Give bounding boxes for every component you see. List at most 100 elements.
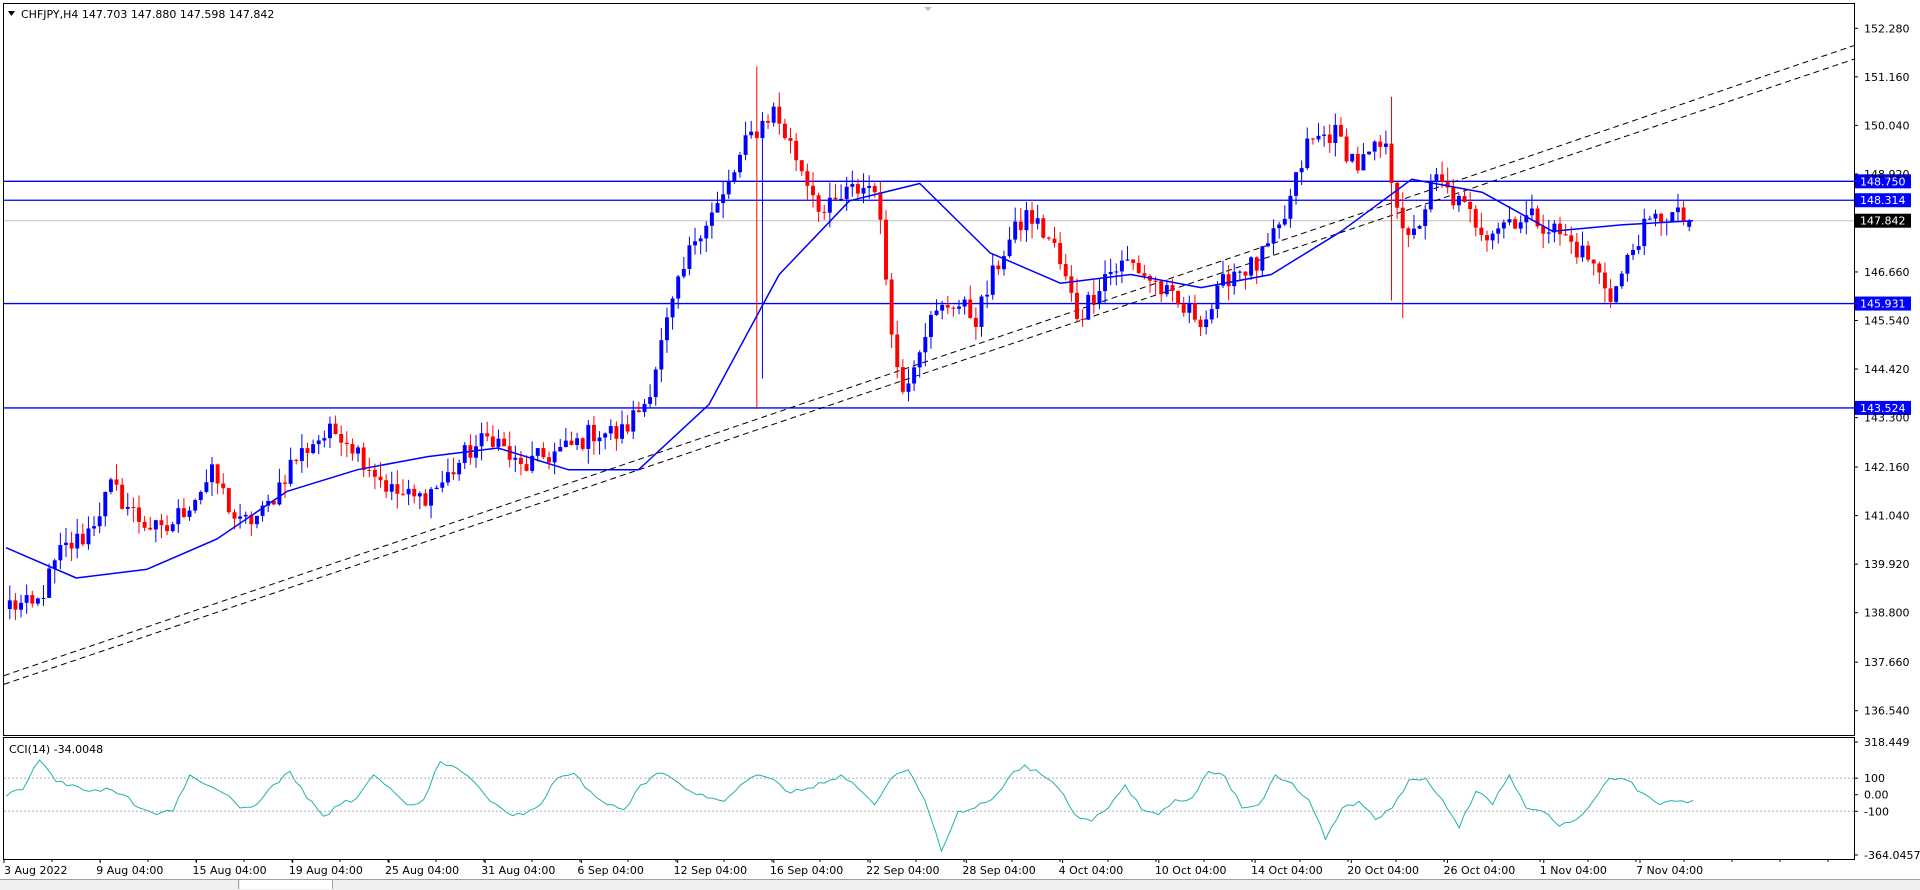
candle-body: [518, 457, 523, 465]
candle-body: [827, 197, 832, 213]
candle-body: [990, 265, 995, 295]
candle-body: [547, 457, 551, 463]
x-axis-tick-label: 31 Aug 04:00: [481, 864, 555, 877]
candle-body: [653, 369, 658, 398]
candle-body: [187, 510, 192, 517]
candle-body: [1170, 285, 1175, 291]
y-axis-tick-label: 144.420: [1864, 363, 1910, 376]
candle-body: [1406, 228, 1411, 235]
candle-body: [412, 488, 417, 497]
candle-body: [1277, 224, 1282, 229]
x-axis-tick-label: 22 Sep 04:00: [866, 864, 939, 877]
candle-body: [299, 448, 304, 462]
x-axis-tick-label: 6 Sep 04:00: [577, 864, 643, 877]
candle-body: [1187, 303, 1192, 313]
candle-body: [232, 512, 237, 519]
candle-body: [1024, 210, 1029, 231]
candle-body: [1602, 272, 1607, 289]
x-axis-tick-label: 7 Nov 04:00: [1636, 864, 1703, 877]
candle-body: [339, 434, 344, 443]
candle-body: [1322, 134, 1327, 136]
chart-tab[interactable]: [240, 880, 333, 889]
candle-body: [1614, 286, 1619, 302]
candle-body: [165, 525, 170, 532]
candle-body: [198, 491, 203, 501]
candle-body: [137, 507, 141, 522]
cci-axis-tick-label: 0.00: [1864, 789, 1889, 802]
candle-body: [698, 238, 703, 242]
candle-body: [1091, 294, 1096, 303]
candle-body: [760, 120, 765, 139]
candle-body: [13, 600, 18, 610]
candle-body: [1058, 242, 1063, 265]
candle-body: [457, 462, 462, 475]
chart-tab[interactable]: [0, 880, 239, 889]
candle-body: [738, 154, 742, 173]
candle-body: [1237, 271, 1242, 273]
x-axis-tick-label: 28 Sep 04:00: [962, 864, 1035, 877]
candle-body: [513, 457, 518, 460]
candle-body: [1569, 235, 1574, 242]
candle-body: [749, 131, 754, 136]
candle-body: [917, 352, 922, 368]
candle-body: [1372, 141, 1377, 152]
chart-tabs-bar: [0, 879, 1920, 890]
candle-body: [709, 212, 714, 226]
candle-body: [7, 600, 12, 610]
y-axis-tick-label: 142.160: [1864, 461, 1910, 474]
candle-body: [170, 524, 175, 532]
cci-indicator-label: CCI(14) -34.0048: [9, 743, 103, 756]
candle-body: [850, 184, 855, 187]
candle-body: [1653, 213, 1658, 219]
current-price-label-bg: [1855, 213, 1911, 228]
candle-body: [1501, 222, 1506, 229]
collapse-triangle-icon[interactable]: [8, 11, 15, 16]
candle-body: [322, 438, 327, 441]
trendline-dashed[interactable]: [3, 58, 1855, 685]
candle-body: [906, 383, 911, 392]
candle-body: [878, 192, 883, 220]
candle-body: [423, 493, 428, 506]
candle-body: [1400, 207, 1405, 229]
candle-body: [1153, 280, 1158, 282]
candle-body: [524, 464, 529, 471]
candle-body: [1675, 207, 1680, 213]
trendline-dashed[interactable]: [3, 45, 1855, 677]
y-axis-tick-label: 136.540: [1864, 705, 1910, 718]
candle-body: [782, 123, 787, 139]
candle-body: [1524, 215, 1529, 223]
x-axis-tick-label: 1 Nov 04:00: [1540, 864, 1607, 877]
candle-body: [833, 197, 838, 200]
candle-body: [1496, 228, 1501, 234]
level-price-label: 148.314: [1860, 194, 1906, 207]
candle-body: [1069, 276, 1074, 293]
candle-body: [108, 479, 113, 492]
chart-shift-marker-icon[interactable]: [924, 7, 932, 11]
candle-body: [957, 306, 961, 309]
cci-axis-tick-label: 318.449: [1864, 736, 1910, 749]
candle-body: [316, 440, 321, 445]
candle-body: [1625, 254, 1630, 274]
main-plot-frame: [3, 3, 1855, 736]
candle-body: [1271, 228, 1276, 244]
candle-body: [1417, 225, 1422, 229]
candle-body: [1383, 143, 1388, 147]
candle-body: [1316, 135, 1321, 140]
candle-body: [743, 135, 748, 155]
candle-body: [243, 514, 248, 517]
candle-body: [277, 482, 282, 505]
candle-body: [642, 403, 647, 413]
candle-body: [788, 138, 793, 141]
candle-body: [794, 140, 799, 161]
x-axis-tick-label: 19 Aug 04:00: [289, 864, 363, 877]
candle-body: [1670, 212, 1675, 222]
moving-average-line: [5, 178, 1694, 579]
candle-body: [1591, 259, 1596, 264]
x-axis-tick-label: 10 Oct 04:00: [1155, 864, 1227, 877]
candle-body: [940, 305, 945, 311]
candle-body: [1350, 153, 1355, 162]
level-price-label-bg: [1855, 174, 1911, 189]
candle-body: [221, 483, 226, 489]
candle-body: [1647, 218, 1652, 220]
candle-body: [384, 480, 389, 492]
